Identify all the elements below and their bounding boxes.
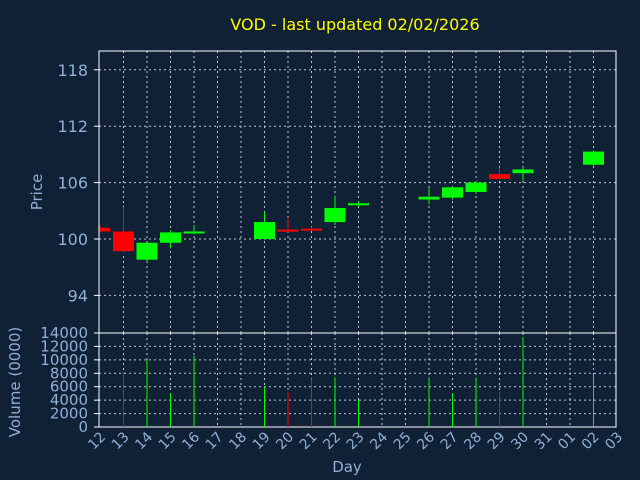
price-y-ticks: 94 100 106 112 118: [57, 61, 99, 305]
candle-body: [254, 222, 275, 239]
chart-title: VOD - last updated 02/02/2026: [230, 15, 479, 34]
price-tick-label: 100: [57, 230, 88, 249]
candle-body: [277, 229, 299, 232]
candle-body: [465, 182, 487, 192]
candle-body: [489, 174, 510, 179]
candle-body: [418, 196, 440, 200]
volume-tick-label: 10000: [40, 351, 88, 369]
candle-body: [512, 169, 534, 174]
candle-body: [583, 151, 604, 165]
candle-body: [183, 231, 205, 234]
volume-panel-frame: [98, 332, 617, 428]
price-axis-label: Price: [28, 174, 46, 211]
volume-axis-label: Volume (0000): [6, 327, 24, 437]
price-tick-label: 112: [57, 117, 88, 136]
x-ticks: 12 13 14 15 16 17 18 19 20 21 22 23 24 25 26 27 28 29 30 31…: [85, 429, 626, 453]
volume-tick-label: 2000: [50, 405, 88, 423]
candle-body: [442, 187, 463, 198]
candle-body: [324, 207, 346, 223]
x-axis-label: Day: [332, 458, 362, 476]
candle-body: [136, 242, 158, 260]
candle-body: [113, 231, 134, 252]
candle-body: [160, 232, 181, 243]
candle-body: [100, 227, 111, 232]
volume-grid: [99, 333, 616, 427]
price-tick-label: 106: [57, 174, 88, 193]
candle-body: [301, 228, 322, 231]
volume-tick-label: 14000: [40, 324, 88, 342]
candles: [99, 150, 604, 262]
price-tick-label: 118: [57, 61, 88, 80]
volume-tick-label: 4000: [50, 391, 88, 409]
volume-tick-label: 0: [78, 418, 88, 436]
price-tick-label: 94: [68, 286, 88, 305]
volume-tick-label: 12000: [40, 337, 88, 355]
candle-body: [348, 203, 369, 206]
volume-tick-label: 8000: [50, 364, 88, 382]
volume-tick-label: 6000: [50, 378, 88, 396]
volume-bars: [123, 337, 594, 427]
